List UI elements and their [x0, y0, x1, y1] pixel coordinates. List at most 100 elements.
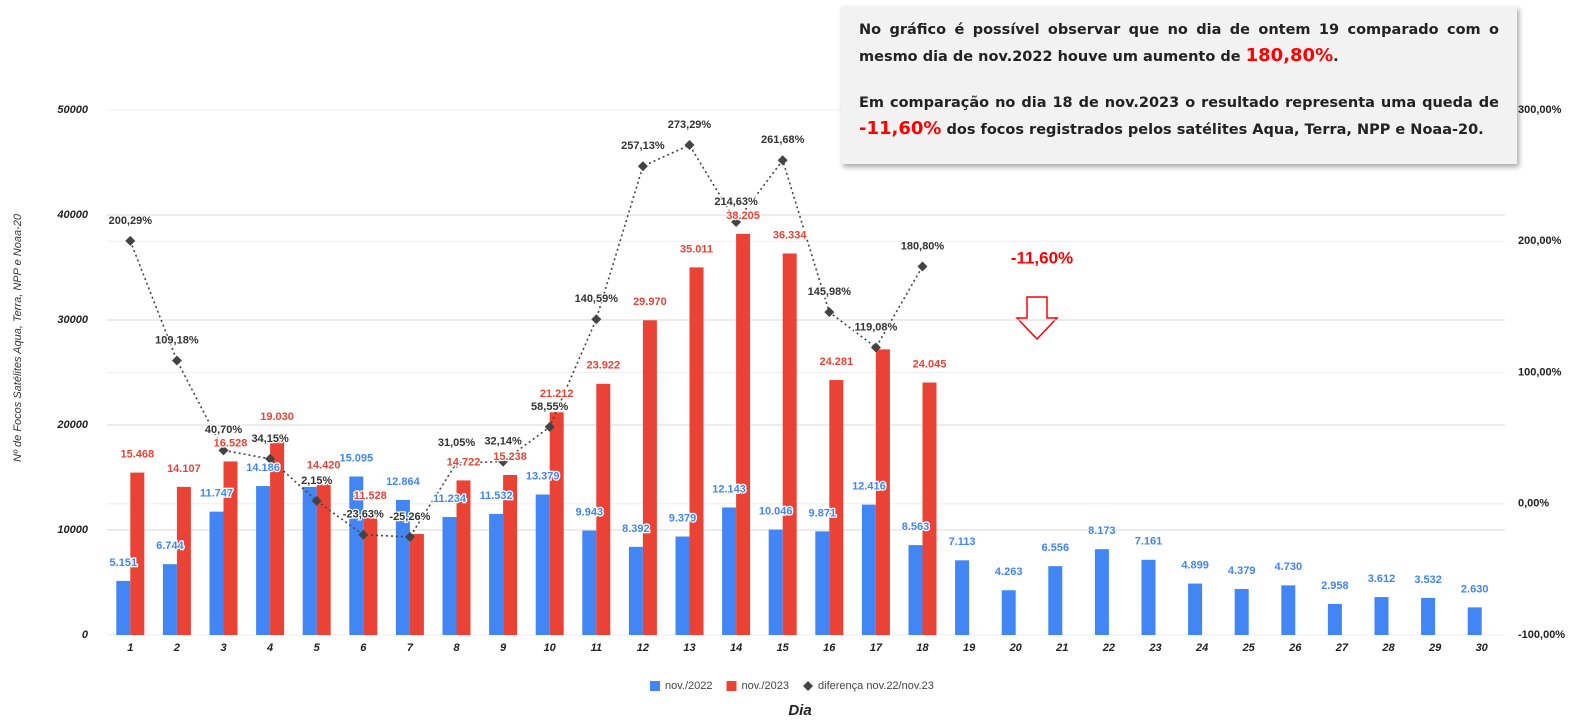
legend-swatch — [803, 681, 814, 691]
line-marker — [544, 421, 555, 432]
value-label: 13.379 — [526, 470, 560, 482]
value-label: 15.468 — [120, 448, 154, 460]
line-marker — [404, 531, 415, 542]
y2-tick-label: 300,00% — [1518, 104, 1562, 116]
bar — [535, 494, 550, 635]
line-marker — [917, 261, 928, 272]
line — [129, 144, 924, 538]
arrow-icon — [1015, 296, 1059, 341]
value-label: 4.263 — [995, 566, 1023, 578]
bar — [503, 475, 518, 635]
x-tick-label: 25 — [1242, 642, 1256, 654]
bar — [1421, 597, 1436, 635]
y2-tick-label: 200,00% — [1518, 235, 1562, 247]
bar — [1374, 597, 1389, 635]
x-tick-label: 5 — [314, 642, 321, 654]
value-label: 58,55% — [531, 401, 569, 413]
y-tick-label: 40000 — [56, 209, 88, 221]
value-label: 35.011 — [680, 243, 713, 255]
value-label: 273,29% — [668, 119, 712, 131]
value-label: 8.173 — [1088, 525, 1116, 537]
note-text: Em comparação no dia 18 de nov.2023 o re… — [859, 95, 1499, 111]
x-tick-label: 6 — [360, 642, 367, 654]
x-tick-label: 21 — [1055, 642, 1068, 654]
value-label: 24.045 — [913, 358, 947, 370]
value-label: 9.871 — [809, 507, 837, 519]
value-label: 9.943 — [576, 507, 604, 519]
x-tick-label: 10 — [544, 642, 557, 654]
value-label: 11.747 — [200, 488, 233, 500]
line-marker — [731, 217, 742, 228]
value-label: 40,70% — [205, 424, 243, 436]
bar — [1188, 583, 1203, 635]
x-tick-label: 15 — [777, 642, 790, 654]
value-label: -23,63% — [343, 509, 384, 521]
bar — [642, 320, 657, 635]
x-tick-label: 2 — [173, 642, 180, 654]
value-label: 7.113 — [949, 536, 976, 548]
bar — [628, 546, 643, 635]
value-label: 257,13% — [621, 140, 665, 152]
bar — [116, 580, 131, 635]
value-label: 11.532 — [480, 490, 513, 502]
y-axis-title: Nº de Focos Satélites Aqua, Terra, NPP e… — [12, 213, 24, 462]
line-marker — [311, 495, 322, 506]
value-label: 14.186 — [246, 462, 280, 474]
bar — [815, 531, 830, 635]
x-tick-label: 3 — [220, 642, 226, 654]
value-label: 140,59% — [575, 293, 619, 305]
value-label: 3.612 — [1368, 573, 1396, 585]
legend-swatch — [726, 681, 737, 691]
value-label: 6.556 — [1042, 542, 1070, 554]
value-label: 4.730 — [1275, 561, 1303, 573]
value-label: 24.281 — [819, 356, 853, 368]
value-label: 6.744 — [156, 540, 184, 552]
note-highlight: 180,80% — [1245, 45, 1334, 66]
bar — [875, 349, 890, 635]
bar — [395, 499, 410, 635]
bar — [1234, 589, 1249, 635]
x-tick-label: 24 — [1195, 642, 1208, 654]
y-tick-label: 20000 — [56, 419, 88, 431]
bar — [442, 517, 457, 635]
bar — [829, 380, 844, 635]
x-tick-label: 29 — [1428, 642, 1442, 654]
x-tick-label: 13 — [683, 642, 695, 654]
value-label: 145,98% — [808, 286, 852, 298]
value-label: 119,08% — [854, 321, 897, 333]
value-label: 2.958 — [1321, 580, 1349, 592]
x-tick-label: 11 — [591, 642, 602, 654]
note-paragraph: Em comparação no dia 18 de nov.2023 o re… — [859, 91, 1499, 143]
value-label: 9.379 — [669, 512, 697, 524]
bar — [908, 545, 923, 635]
bar — [549, 412, 564, 635]
bar — [782, 253, 797, 636]
y2-tick-label: 0,00% — [1518, 498, 1549, 510]
value-label: 21.212 — [540, 388, 574, 400]
grid — [107, 109, 1505, 636]
line-marker — [265, 453, 276, 464]
value-label: 7.161 — [1135, 536, 1163, 548]
value-label: 11.234 — [433, 493, 467, 505]
line-marker — [870, 342, 881, 353]
bar — [922, 382, 937, 635]
value-label: 8.563 — [902, 521, 930, 533]
note-text: . — [1333, 49, 1339, 65]
line-marker — [125, 235, 136, 246]
x-tick-label: 26 — [1288, 642, 1302, 654]
value-label: 38.205 — [726, 210, 760, 222]
line-marker — [777, 155, 788, 166]
legend-swatch — [650, 681, 660, 691]
bar — [722, 507, 737, 635]
value-label: 34,15% — [251, 433, 289, 445]
x-tick-label: 27 — [1335, 642, 1349, 654]
y-tick-label: 0 — [82, 629, 89, 641]
bar — [223, 461, 238, 635]
bar — [689, 267, 704, 635]
bar — [162, 564, 177, 635]
bar — [1001, 590, 1016, 635]
bar — [489, 513, 504, 635]
value-label: 16.528 — [214, 437, 248, 449]
x-tick-label: 30 — [1476, 642, 1489, 654]
note-paragraph: No gráfico é possível observar que no di… — [859, 18, 1499, 70]
